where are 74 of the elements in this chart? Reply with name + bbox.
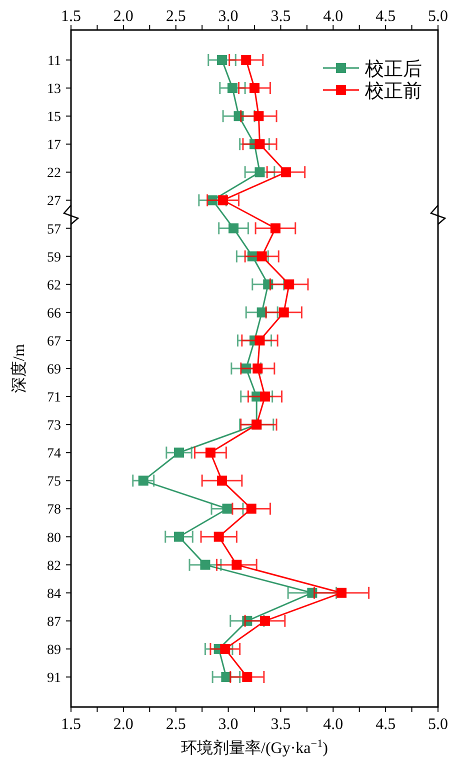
point: [227, 83, 238, 94]
point: [250, 83, 260, 94]
point: [246, 504, 256, 514]
point: [252, 364, 263, 374]
y-tick-label: 11: [48, 54, 61, 70]
point: [254, 167, 265, 178]
x-axis-title: 环境剂量率/(Gy·ka$^{−1}$): [181, 738, 328, 757]
y-tick-label: 84: [47, 586, 61, 602]
point: [232, 560, 242, 570]
x2-tick-label: 5.0: [428, 716, 448, 733]
point: [228, 223, 239, 234]
x-tick-label: 2.5: [166, 8, 186, 25]
y-tick-label: 66: [47, 306, 61, 322]
x-tick-label: 3.5: [270, 8, 291, 25]
point: [241, 55, 252, 66]
point: [218, 195, 228, 206]
y-tick-label: 74: [47, 446, 61, 462]
x2-tick-label: 4.0: [323, 716, 344, 733]
point: [256, 251, 267, 262]
x-tick-label: 2.0: [113, 8, 134, 25]
point: [284, 279, 294, 290]
y-tick-label: 13: [47, 82, 61, 98]
point: [214, 532, 224, 542]
point: [254, 335, 265, 346]
y-tick-label: 15: [47, 110, 61, 126]
x2-tick-label: 4.5: [376, 716, 396, 733]
y-tick-label: 75: [47, 474, 61, 490]
y-tick-label: 89: [47, 642, 61, 658]
point: [174, 532, 184, 542]
point: [174, 448, 184, 458]
y-tick-label: 78: [47, 502, 61, 518]
y-tick-label: 59: [47, 250, 61, 266]
point: [278, 307, 289, 318]
x-tick-label: 4.0: [323, 8, 344, 25]
y-tick-label: 87: [47, 614, 61, 630]
x2-tick-label: 2.5: [166, 716, 186, 733]
y-tick-label: 22: [47, 166, 61, 182]
legend-label: 校正后: [364, 59, 422, 80]
point: [254, 139, 265, 150]
point: [270, 223, 280, 234]
x2-tick-label: 1.5: [61, 716, 81, 733]
y-axis-title: 深度/m: [10, 344, 28, 393]
point: [254, 111, 264, 122]
point: [216, 476, 227, 486]
point: [242, 672, 252, 682]
point: [260, 616, 270, 626]
point: [336, 588, 347, 598]
y-tick-label: 57: [47, 222, 61, 238]
point: [260, 392, 270, 402]
x-tick-label: 3.0: [218, 8, 238, 25]
y-tick-label: 27: [47, 194, 61, 210]
y-tick-label: 73: [47, 418, 61, 434]
point: [205, 448, 216, 458]
x-tick-label: 4.5: [376, 8, 396, 25]
point: [222, 504, 232, 514]
y-tick-label: 69: [47, 362, 61, 378]
point: [138, 476, 148, 486]
point: [200, 560, 210, 570]
y-tick-label: 82: [47, 558, 61, 574]
point: [280, 167, 291, 178]
x-tick-label: 5.0: [428, 8, 448, 25]
y-tick-label: 67: [47, 334, 61, 350]
y-tick-label: 91: [47, 670, 61, 686]
point: [220, 644, 230, 654]
point: [216, 55, 227, 66]
y-tick-label: 17: [47, 138, 61, 154]
x2-tick-label: 3.0: [218, 716, 238, 733]
x2-tick-label: 3.5: [270, 716, 291, 733]
legend-label: 校正前: [364, 81, 422, 102]
y-tick-label: 62: [47, 278, 61, 294]
x2-tick-label: 2.0: [113, 716, 134, 733]
x-tick-label: 1.5: [61, 8, 81, 25]
y-tick-label: 71: [47, 390, 61, 406]
y-tick-label: 80: [47, 530, 61, 546]
